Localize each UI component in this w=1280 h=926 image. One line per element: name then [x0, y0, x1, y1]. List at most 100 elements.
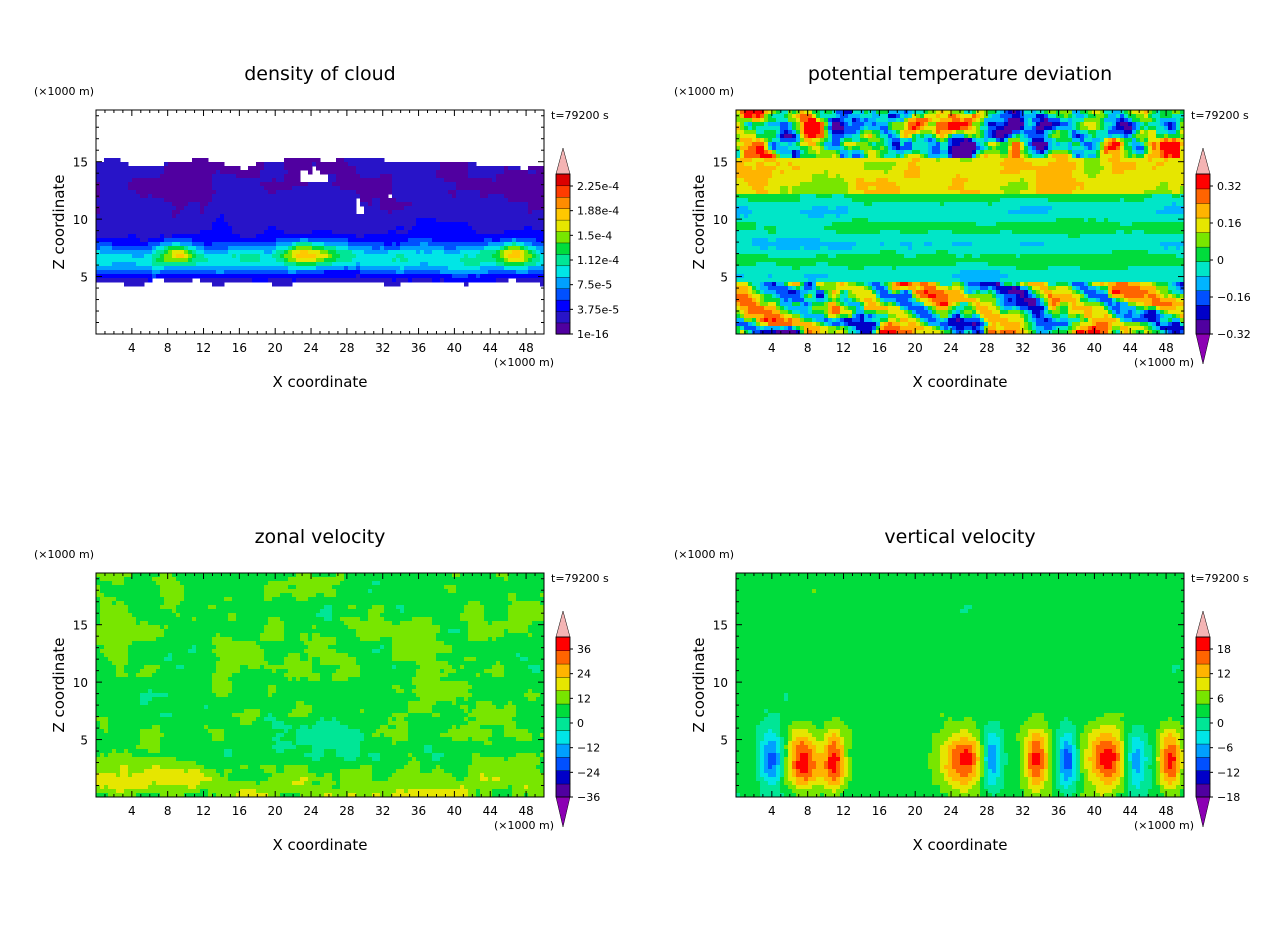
heatmap-cell — [356, 262, 361, 267]
heatmap-cell — [428, 166, 433, 171]
heatmap-cell — [240, 258, 245, 263]
heatmap-cell — [816, 142, 821, 147]
heatmap-cell — [252, 262, 257, 267]
heatmap-cell — [484, 226, 489, 231]
heatmap-cell — [160, 222, 165, 227]
heatmap-cell — [212, 174, 217, 179]
heatmap-cell — [164, 222, 169, 227]
heatmap-cell — [160, 238, 165, 243]
heatmap-cell — [212, 194, 217, 199]
heatmap-cell — [524, 226, 529, 231]
heatmap-cell — [1176, 154, 1181, 159]
heatmap-cell — [264, 266, 269, 271]
heatmap-cell — [416, 190, 421, 195]
heatmap-cell — [156, 246, 161, 251]
heatmap-cell — [248, 178, 253, 183]
heatmap-cell — [824, 158, 829, 163]
heatmap-cell — [984, 114, 989, 119]
heatmap-cell — [368, 166, 373, 171]
heatmap-cell — [516, 182, 521, 187]
heatmap-cell — [512, 206, 517, 211]
heatmap-cell — [964, 158, 969, 163]
heatmap-cell — [180, 186, 185, 191]
heatmap-cell — [488, 170, 493, 175]
heatmap-cell — [420, 182, 425, 187]
heatmap-cell — [112, 210, 117, 215]
heatmap-cell — [988, 150, 993, 155]
heatmap-cell — [1028, 110, 1033, 115]
heatmap-cell — [1180, 110, 1185, 115]
heatmap-cell — [1036, 134, 1041, 139]
heatmap-cell — [480, 186, 485, 191]
heatmap-cell — [1104, 134, 1109, 139]
heatmap-cell — [1160, 134, 1165, 139]
heatmap-cell — [848, 134, 853, 139]
heatmap-cell — [256, 190, 261, 195]
heatmap-cell — [1016, 118, 1021, 123]
heatmap-cell — [152, 262, 157, 267]
heatmap-cell — [424, 278, 429, 283]
heatmap-cell — [780, 114, 785, 119]
heatmap-cell — [280, 234, 285, 239]
heatmap-cell — [1060, 134, 1065, 139]
heatmap-cell — [104, 246, 109, 251]
heatmap-cell — [432, 174, 437, 179]
heatmap-cell — [388, 174, 393, 179]
heatmap-cell — [404, 262, 409, 267]
heatmap-cell — [336, 202, 341, 207]
heatmap-cell — [296, 246, 301, 251]
heatmap-cell — [424, 274, 429, 279]
heatmap-cell — [468, 230, 473, 235]
heatmap-cell — [128, 274, 133, 279]
heatmap-cell — [108, 266, 113, 271]
heatmap-cell — [752, 122, 757, 127]
heatmap-cell — [288, 282, 293, 287]
heatmap-cell — [352, 226, 357, 231]
heatmap-cell — [1004, 158, 1009, 163]
heatmap-cell — [400, 162, 405, 167]
heatmap-cell — [1004, 118, 1009, 123]
heatmap-cell — [788, 114, 793, 119]
heatmap-cell — [964, 126, 969, 131]
heatmap-cell — [504, 270, 509, 275]
heatmap-cell — [96, 254, 101, 259]
heatmap-cell — [976, 114, 981, 119]
heatmap-cell — [868, 154, 873, 159]
heatmap-cell — [116, 258, 121, 263]
heatmap-cell — [216, 262, 221, 267]
heatmap-cell — [340, 270, 345, 275]
heatmap-cell — [364, 218, 369, 223]
heatmap-cell — [280, 242, 285, 247]
heatmap-cell — [952, 154, 957, 159]
heatmap-cell — [472, 226, 477, 231]
heatmap-cell — [216, 166, 221, 171]
heatmap-cell — [368, 238, 373, 243]
heatmap-cell — [1172, 130, 1177, 135]
heatmap-cell — [452, 234, 457, 239]
heatmap-cell — [1020, 146, 1025, 151]
heatmap-cell — [496, 246, 501, 251]
heatmap-cell — [508, 274, 513, 279]
heatmap-cell — [212, 254, 217, 259]
heatmap-cell — [324, 186, 329, 191]
heatmap-cell — [272, 222, 277, 227]
heatmap-cell — [756, 142, 761, 147]
heatmap-cell — [1096, 154, 1101, 159]
heatmap-cell — [104, 194, 109, 199]
heatmap-cell — [432, 242, 437, 247]
heatmap-cell — [440, 226, 445, 231]
heatmap-cell — [180, 206, 185, 211]
heatmap-cell — [252, 250, 257, 255]
heatmap-cell — [792, 118, 797, 123]
heatmap-cell — [160, 206, 165, 211]
heatmap-cell — [1040, 130, 1045, 135]
heatmap-cell — [296, 186, 301, 191]
heatmap-cell — [156, 238, 161, 243]
heatmap-cell — [996, 126, 1001, 131]
heatmap-cell — [988, 114, 993, 119]
heatmap-cell — [776, 110, 781, 115]
heatmap-cell — [356, 274, 361, 279]
heatmap-cell — [460, 266, 465, 271]
heatmap-cell — [260, 218, 265, 223]
heatmap-cell — [472, 278, 477, 283]
